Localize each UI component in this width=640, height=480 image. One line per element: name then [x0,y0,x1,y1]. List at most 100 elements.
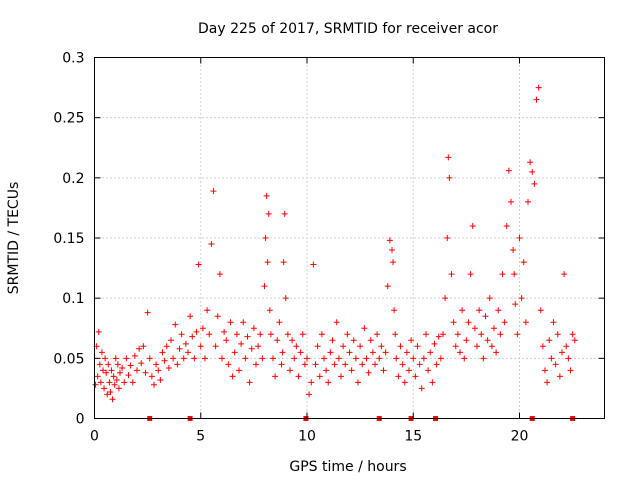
data-point [418,385,425,392]
data-point [225,361,232,368]
y-tick-label: 0 [76,412,85,428]
data-point [392,331,399,338]
data-point [110,373,117,380]
data-point [142,369,149,376]
data-point [295,373,302,380]
data-point [403,349,410,356]
data-point [442,295,449,302]
data-point [223,337,230,344]
data-point [520,259,527,266]
data-point [109,396,116,403]
data-point [301,361,308,368]
data-point [367,337,374,344]
data-point [571,337,578,344]
data-point [229,373,236,380]
data-point [474,343,480,350]
data-point [333,319,340,326]
chart-title: Day 225 of 2017, SRMTID for receiver aco… [198,21,498,37]
data-point [361,325,368,332]
data-point [331,361,338,368]
data-point [510,247,517,254]
data-point [113,376,120,383]
data-point [318,331,325,338]
x-tick-label: 20 [511,429,529,445]
data-point [420,355,427,362]
data-point [136,345,143,352]
data-point [187,313,194,320]
data-point [355,379,361,386]
data-point [410,355,417,362]
data-point [471,325,478,332]
data-point [539,343,546,350]
data-point [129,379,136,386]
data-point [157,376,164,383]
data-point [446,174,453,181]
data-point [508,198,514,205]
data-point [240,319,247,326]
y-tick-label: 0.25 [53,111,84,127]
data-point [325,379,332,386]
data-point [452,343,459,350]
data-point [231,349,238,356]
data-point [293,343,300,350]
data-point [529,168,536,175]
data-point [214,313,221,320]
data-point [262,235,269,241]
data-point [395,373,402,380]
data-point [210,188,217,195]
data-point [408,337,415,344]
data-point [165,364,172,371]
data-point [119,364,126,371]
data-point [117,369,123,376]
data-point [284,331,291,338]
data-point [378,343,385,350]
data-point [115,385,122,392]
data-point [437,355,444,362]
data-point [338,373,344,380]
data-point [182,340,189,347]
data-point [279,349,286,356]
data-point [416,361,423,368]
data-point [276,319,283,326]
data-point [391,307,398,314]
data-point [423,331,429,338]
data-point [444,235,451,241]
data-point [163,343,170,350]
data-point [476,307,483,314]
data-point [425,367,432,374]
data-point [255,343,262,350]
data-point [499,271,506,278]
data-point [212,343,219,350]
data-point [514,331,521,338]
data-point [127,362,134,369]
data-point [168,337,174,344]
data-point [170,355,177,362]
data-point [340,343,347,350]
data-point [463,337,470,344]
data-point [565,355,572,362]
data-point [546,337,553,344]
data-point [291,355,298,362]
y-tick-label: 0.15 [53,231,84,247]
data-point [261,283,268,290]
data-point [376,355,383,362]
data-point [445,154,452,161]
data-point [567,367,574,374]
x-tick-label: 5 [196,429,205,445]
data-point [488,343,495,350]
data-point [527,159,534,166]
data-point [280,259,287,266]
data-point [314,343,321,350]
data-point [369,349,376,356]
data-point [374,331,381,338]
data-point [372,361,378,368]
data-point [146,355,153,362]
data-point [151,381,157,388]
data-point [104,391,111,398]
data-point [569,331,576,338]
data-point [516,235,523,241]
data-point [535,84,542,91]
data-point [522,319,529,326]
x-tick-label: 0 [90,429,99,445]
